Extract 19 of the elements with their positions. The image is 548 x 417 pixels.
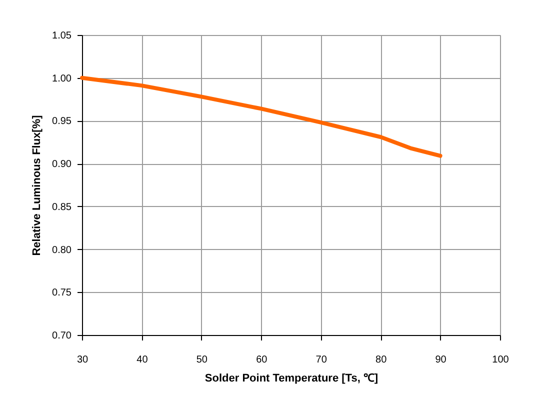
x-tick-label: 30 [76,354,88,366]
line-series [80,76,442,158]
y-axis-title: Relative Luminous Flux[%] [31,114,44,256]
y-tick-label: 0.95 [52,116,72,128]
x-tick-label: 90 [435,354,447,366]
y-tick-label: 0.80 [52,244,72,256]
x-axis-title: Solder Point Temperature [Ts, ℃] [204,372,378,384]
x-tick-label: 70 [316,354,328,366]
x-tick-label: 80 [376,354,388,366]
x-tick-label: 50 [196,354,208,366]
y-tick-label: 0.85 [52,202,72,213]
y-tick-label: 0.70 [52,330,72,342]
x-tick-label: 40 [136,354,148,366]
y-tick-label: 0.90 [52,159,72,170]
y-tick-label: 0.75 [52,288,72,299]
y-tick-label: 1.00 [52,73,72,84]
x-tick-label: 100 [492,354,510,366]
y-tick-label: 1.05 [52,30,72,42]
x-tick-label: 60 [256,354,268,366]
